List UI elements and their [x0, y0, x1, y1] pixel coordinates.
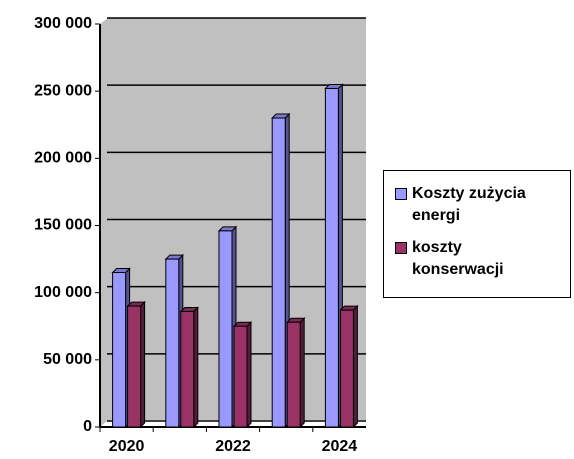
- bar: [286, 321, 301, 428]
- bar: [127, 305, 142, 428]
- bar: [165, 258, 180, 428]
- legend-swatch: [395, 188, 407, 200]
- x-tick-label: 2020: [109, 438, 145, 455]
- legend-entry: Koszty zużycia energi: [395, 183, 546, 227]
- bar-side: [299, 317, 305, 429]
- legend-swatch: [395, 242, 407, 254]
- bar-side: [193, 306, 199, 429]
- bar: [339, 309, 354, 428]
- legend: Koszty zużycia energi koszty konserwacji: [383, 170, 571, 298]
- bar-side: [246, 321, 252, 429]
- y-tick-label: 300 000: [34, 15, 92, 32]
- bar-side: [140, 300, 146, 429]
- bar: [233, 325, 248, 428]
- bar: [324, 87, 339, 428]
- x-tick-label: 2024: [322, 438, 358, 455]
- legend-label: Koszty zużycia energi: [412, 185, 526, 224]
- bar: [180, 310, 195, 428]
- y-tick-label: 50 000: [43, 351, 92, 368]
- y-tick-label: 150 000: [34, 217, 92, 234]
- legend-entry: koszty konserwacji: [395, 237, 536, 281]
- bar: [271, 117, 286, 428]
- bar-side: [352, 304, 358, 429]
- legend-label: koszty konserwacji: [412, 239, 504, 278]
- y-tick-label: 200 000: [34, 150, 92, 167]
- y-tick-label: 250 000: [34, 82, 92, 99]
- y-tick-label: 100 000: [34, 284, 92, 301]
- x-tick-label: 2022: [215, 438, 251, 455]
- y-tick-label: 0: [83, 418, 92, 435]
- bar: [218, 230, 233, 428]
- bar: [112, 272, 127, 428]
